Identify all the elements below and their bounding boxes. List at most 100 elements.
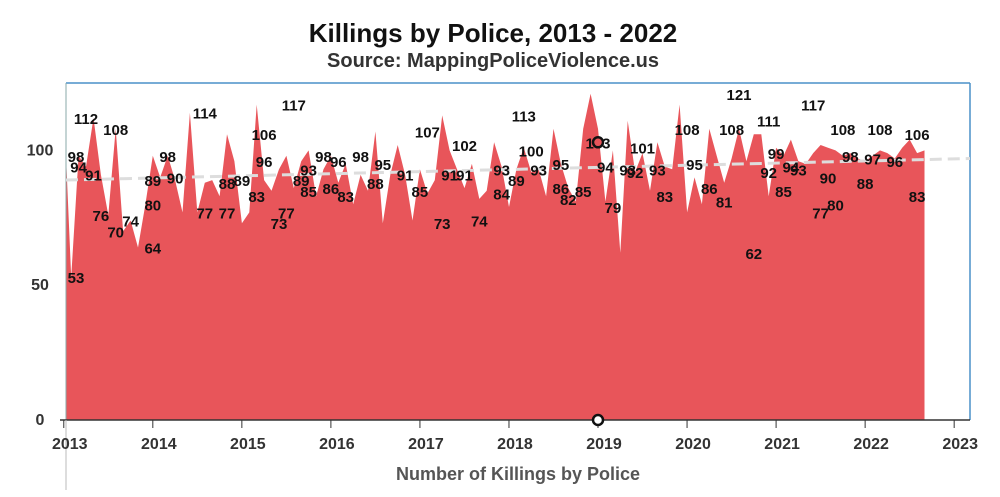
data-label: 95	[553, 157, 570, 174]
data-label: 96	[256, 154, 273, 171]
data-label: 108	[675, 122, 700, 139]
data-label: 80	[827, 197, 844, 214]
data-label: 98	[68, 149, 85, 166]
data-label: 85	[412, 184, 429, 201]
data-label: 83	[248, 189, 265, 206]
data-label: 98	[315, 149, 332, 166]
x-tick-label: 2018	[497, 436, 533, 453]
data-label: 93	[790, 162, 807, 179]
x-tick-label: 2019	[586, 436, 622, 453]
y-tick-label: 50	[31, 277, 49, 294]
data-label: 95	[686, 157, 703, 174]
axes-layer: 0 50 100 2013 2014 2015 2016 2017 2018 2019 2020 20…	[27, 82, 978, 490]
data-label: 97	[864, 152, 881, 169]
data-label: 96	[886, 154, 903, 171]
data-label: 94	[70, 160, 87, 177]
chart-title: Killings by Police, 2013 - 2022	[308, 18, 678, 48]
marker-layer	[591, 136, 605, 427]
data-label: 89	[144, 173, 161, 190]
highlight-marker[interactable]	[591, 136, 605, 149]
data-label: 108	[867, 122, 892, 139]
data-label: 73	[434, 216, 451, 233]
data-label: 88	[219, 176, 236, 193]
data-label: 70	[107, 224, 124, 241]
data-label: 92	[760, 165, 777, 182]
data-label: 113	[512, 108, 536, 125]
data-label: 121	[726, 87, 751, 104]
data-label: 91	[456, 168, 473, 185]
data-label: 107	[415, 125, 440, 142]
data-label: 102	[452, 138, 477, 155]
data-label: 77	[196, 205, 213, 222]
x-tick-label: 2016	[319, 436, 355, 453]
area-layer	[66, 93, 925, 421]
data-label: 79	[605, 200, 622, 217]
data-label: 74	[122, 214, 139, 231]
data-label: 74	[471, 214, 488, 231]
data-label: 86	[553, 181, 570, 198]
data-label: 100	[519, 143, 544, 160]
chart-subtitle: Source: MappingPoliceViolence.us	[327, 50, 659, 72]
data-label: 106	[905, 127, 930, 144]
data-label: 85	[300, 184, 317, 201]
data-label: 88	[367, 176, 384, 193]
data-label: 83	[909, 189, 926, 206]
data-label: 91	[397, 168, 414, 185]
data-label: 93	[493, 162, 510, 179]
data-label: 83	[656, 189, 673, 206]
data-label: 91	[85, 168, 102, 185]
data-label: 93	[649, 162, 666, 179]
data-label: 106	[252, 127, 277, 144]
data-label: 96	[330, 154, 347, 171]
data-label: 93	[530, 162, 547, 179]
data-label: 98	[352, 149, 369, 166]
data-label: 117	[282, 98, 306, 115]
data-label: 94	[783, 160, 800, 177]
data-label: 89	[293, 173, 310, 190]
x-axis-label: Number of Killings by Police	[396, 464, 640, 484]
data-label: 85	[775, 184, 792, 201]
data-label: 81	[716, 195, 733, 212]
data-label: 62	[745, 246, 762, 263]
trend-line	[65, 156, 971, 182]
data-label-layer: 5398941129176108707464808998901147788778…	[68, 87, 930, 287]
data-label: 93	[300, 162, 317, 179]
data-label: 88	[857, 176, 874, 193]
x-tick-label: 2023	[942, 436, 978, 453]
data-label: 92	[627, 165, 644, 182]
data-label: 114	[193, 106, 218, 123]
data-label: 117	[801, 98, 825, 115]
data-label: 108	[103, 122, 128, 139]
data-label: 111	[757, 114, 780, 131]
data-label: 83	[337, 189, 354, 206]
x-tick-label: 2017	[408, 436, 444, 453]
highlight-marker[interactable]	[591, 413, 605, 427]
data-label: 108	[719, 122, 744, 139]
x-tick-label: 2021	[764, 436, 800, 453]
data-label: 64	[144, 241, 161, 258]
data-label: 99	[768, 146, 785, 163]
data-label: 98	[842, 149, 859, 166]
area-series	[66, 93, 925, 421]
data-label: 85	[575, 184, 592, 201]
data-label: 86	[701, 181, 718, 198]
x-tick-label: 2022	[853, 436, 889, 453]
x-tick-label: 2014	[141, 436, 177, 453]
data-label: 77	[812, 205, 829, 222]
data-label: 95	[374, 157, 391, 174]
x-tick-label: 2015	[230, 436, 266, 453]
data-label: 93	[619, 162, 636, 179]
data-label: 80	[144, 197, 161, 214]
data-label: 94	[597, 160, 614, 177]
data-label: 101	[630, 141, 655, 158]
data-label: 76	[93, 208, 110, 225]
data-label: 98	[159, 149, 176, 166]
y-tick-label: 0	[36, 412, 45, 429]
data-label: 82	[560, 192, 577, 209]
data-label: 84	[493, 187, 510, 204]
data-label: 53	[68, 270, 85, 287]
data-label: 86	[323, 181, 340, 198]
data-label: 73	[271, 216, 288, 233]
data-label: 90	[167, 170, 184, 187]
